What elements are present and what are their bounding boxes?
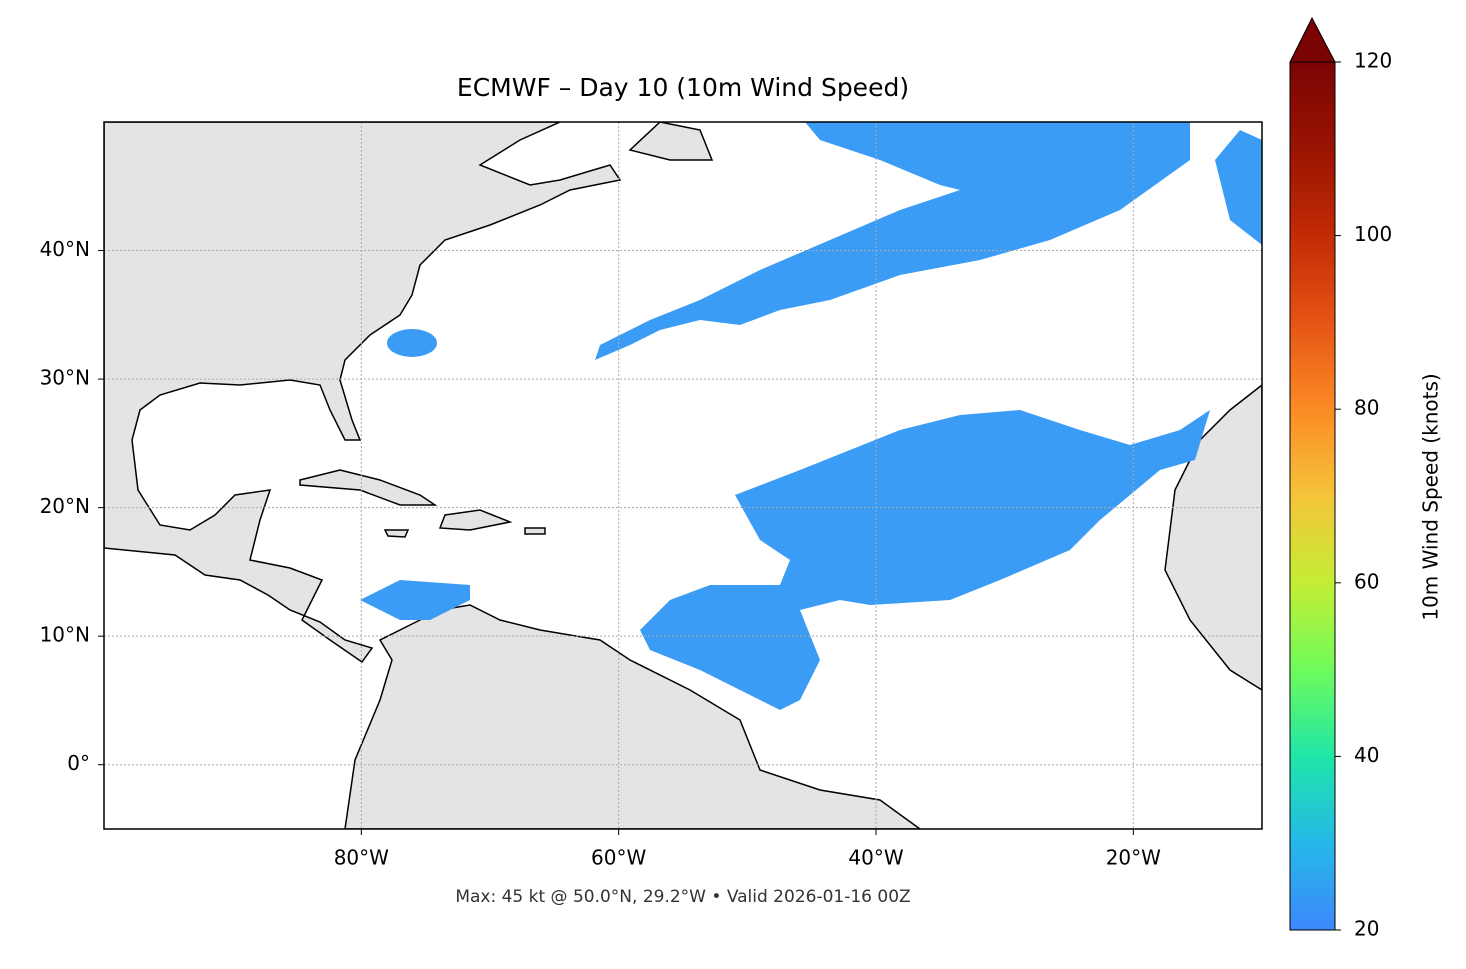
- hispaniola: [438, 509, 513, 531]
- map-area: [104, 122, 1262, 829]
- puerto-rico: [524, 527, 546, 535]
- colorbar-label: 10m Wind Speed (knots): [1419, 373, 1443, 620]
- graticule: [104, 122, 1262, 829]
- y-tick-label: 0°: [67, 751, 90, 775]
- y-tick-label: 40°N: [40, 237, 90, 261]
- colorbar-tick-label: 100: [1354, 222, 1392, 246]
- map-footer: Max: 45 kt @ 50.0°N, 29.2°W • Valid 2026…: [455, 887, 910, 907]
- colorbar-tick-label: 60: [1354, 569, 1379, 593]
- y-tick-label: 30°N: [40, 366, 90, 390]
- map-frame: [103, 121, 1263, 830]
- wind-band-north: [595, 122, 1190, 360]
- wind-trades: [640, 410, 1210, 710]
- cuba: [299, 469, 438, 506]
- map-title: ECMWF – Day 10 (10m Wind Speed): [457, 73, 909, 102]
- wind-offshore: [387, 329, 437, 357]
- y-tick-label: 20°N: [40, 494, 90, 518]
- wind-caribbean: [360, 580, 470, 620]
- colorbar-extend: [1289, 16, 1336, 63]
- colorbar-tick-label: 20: [1354, 917, 1379, 941]
- colorbar-tick-label: 80: [1354, 396, 1379, 420]
- x-tick-label: 80°W: [334, 846, 389, 870]
- x-tick-label: 40°W: [848, 846, 903, 870]
- y-tick-label: 10°N: [40, 623, 90, 647]
- south-america: [344, 604, 922, 829]
- jamaica: [383, 529, 410, 538]
- x-tick-label: 20°W: [1106, 846, 1161, 870]
- colorbar-tick-label: 40: [1354, 743, 1379, 767]
- africa: [1164, 384, 1262, 691]
- wind-east: [1215, 130, 1262, 245]
- newfoundland: [628, 122, 714, 161]
- north-america: [104, 122, 622, 664]
- x-tick-label: 60°W: [591, 846, 646, 870]
- colorbar-tick-label: 120: [1354, 49, 1392, 73]
- colorbar: [1289, 61, 1336, 931]
